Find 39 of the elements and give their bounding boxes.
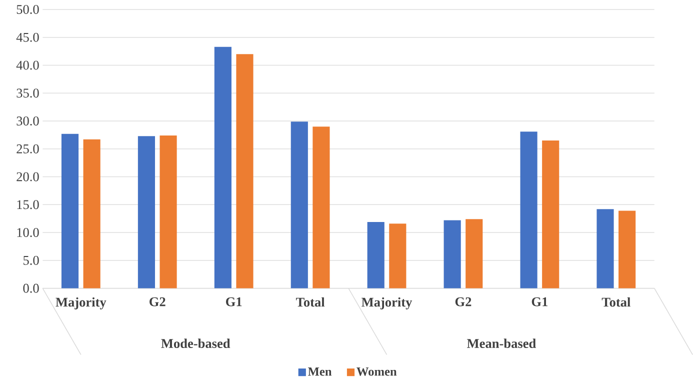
bar <box>367 222 384 288</box>
x-tick-label: G2 <box>455 297 472 306</box>
bar <box>83 139 100 288</box>
bar <box>466 219 483 288</box>
y-tick-label: 5.0 <box>24 256 39 266</box>
bar <box>312 126 330 288</box>
y-tick-label: 50.0 <box>16 5 39 14</box>
bar <box>290 122 308 288</box>
x-tick-label: Total <box>296 297 325 307</box>
x-tick-label: G2 <box>150 297 166 306</box>
y-tick-label: 25.0 <box>16 144 39 154</box>
legend-label: Men <box>308 368 332 376</box>
x-tick-label: Majority <box>56 297 106 310</box>
x-tick-label: Majority <box>362 297 412 310</box>
bar <box>61 134 79 288</box>
bar <box>138 136 156 288</box>
bar <box>520 132 538 288</box>
bar <box>542 140 560 288</box>
x-tick-label: G1 <box>226 297 242 306</box>
bar <box>618 210 636 288</box>
y-tick-label: 30.0 <box>16 116 39 126</box>
y-tick-label: 15.0 <box>17 200 39 210</box>
text: Mode-based <box>161 338 230 348</box>
legend-label: Women <box>356 368 397 376</box>
bar <box>214 46 232 288</box>
y-tick-label: 40.0 <box>16 60 39 70</box>
x-tick-label: G1 <box>532 297 548 306</box>
y-tick-label: 20.0 <box>16 172 39 182</box>
y-tick-label: 45.0 <box>16 32 39 42</box>
bar <box>160 136 177 288</box>
bar <box>236 54 254 288</box>
bar <box>444 220 461 288</box>
bar <box>596 209 614 288</box>
text: Mean-based <box>467 338 536 348</box>
x-tick-label: Total <box>602 297 630 307</box>
y-tick-label: 10.0 <box>17 228 39 238</box>
bar <box>389 224 406 288</box>
y-tick-label: 35.0 <box>16 88 39 98</box>
y-tick-label: 0.0 <box>23 284 39 293</box>
